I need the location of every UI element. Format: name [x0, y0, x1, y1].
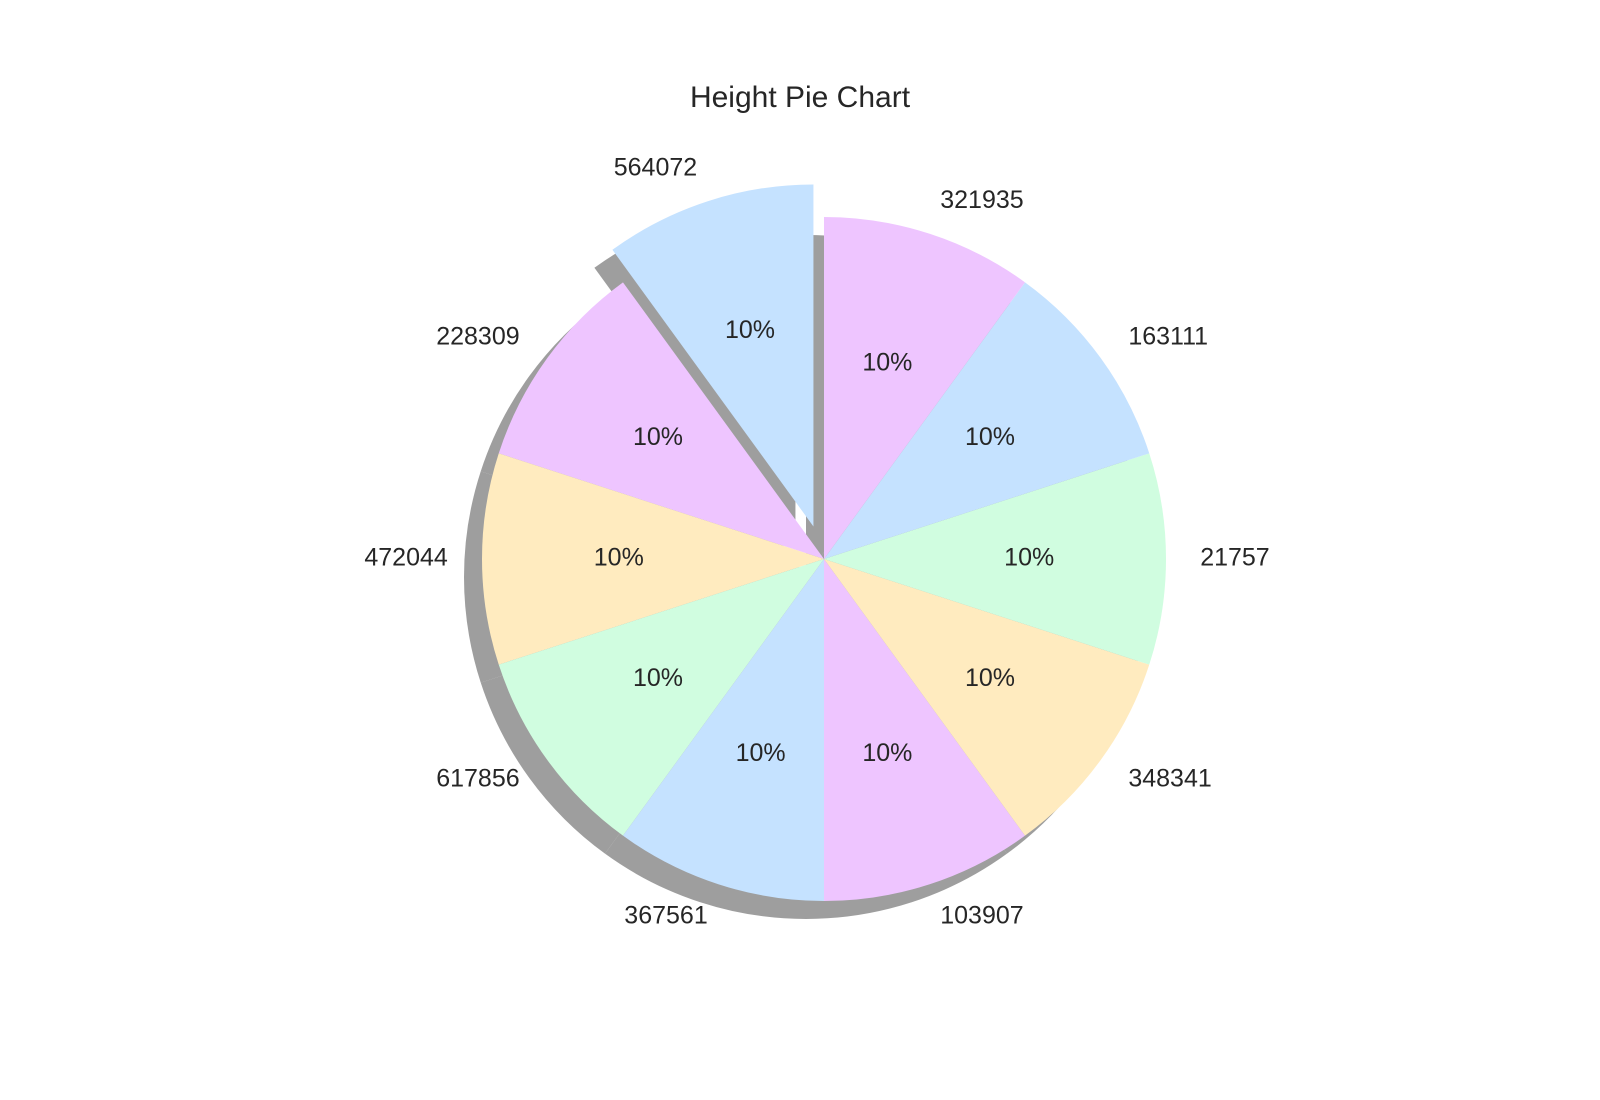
percent-label-348341: 10%: [965, 664, 1015, 692]
percent-label-564072: 10%: [725, 316, 775, 344]
slice-label-321935: 321935: [940, 186, 1023, 214]
percent-label-163111: 10%: [965, 423, 1015, 451]
percent-label-367561: 10%: [736, 739, 786, 767]
pie-slice-348341: [824, 559, 1150, 836]
percent-label-21757: 10%: [1004, 544, 1054, 572]
chart-title: Height Pie Chart: [689, 81, 911, 114]
slice-layer: [482, 184, 1166, 901]
percent-label-472044: 10%: [594, 544, 644, 572]
slice-label-564072: 564072: [614, 153, 697, 181]
pie-slice-367561: [622, 559, 824, 901]
label-layer: 564072 10% 228309 10% 472044 10% 617856 10% 3675…: [364, 153, 1269, 929]
slice-label-472044: 472044: [364, 544, 448, 572]
percent-label-103907: 10%: [862, 739, 912, 767]
pie-slice-472044: [482, 453, 824, 665]
pie-slice-617856: [498, 559, 824, 836]
percent-label-228309: 10%: [633, 423, 683, 451]
pie-slice-103907: [824, 559, 1026, 901]
pie-slice-163111: [824, 282, 1150, 559]
slice-label-21757: 21757: [1200, 544, 1270, 572]
slice-label-228309: 228309: [436, 322, 519, 350]
slice-label-367561: 367561: [624, 901, 707, 929]
slice-label-103907: 103907: [940, 901, 1023, 929]
percent-label-321935: 10%: [862, 348, 912, 376]
slice-label-617856: 617856: [436, 765, 519, 793]
pie-slice-21757: [824, 453, 1166, 665]
pie-slice-321935: [824, 217, 1026, 559]
pie-slice-228309: [498, 282, 824, 559]
pie-slice-564072: [612, 184, 814, 527]
percent-label-617856: 10%: [633, 664, 683, 692]
slice-label-163111: 163111: [1128, 322, 1208, 350]
slice-label-348341: 348341: [1128, 765, 1211, 793]
